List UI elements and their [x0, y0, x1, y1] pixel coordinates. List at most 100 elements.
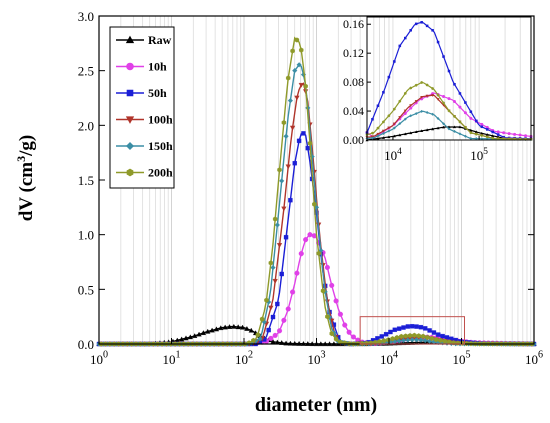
data-point	[425, 128, 429, 132]
data-point	[452, 100, 456, 104]
inset-background	[367, 17, 531, 140]
data-point	[287, 97, 294, 104]
data-point	[447, 69, 451, 73]
data-point	[452, 125, 456, 129]
data-point	[248, 327, 254, 333]
data-point	[285, 306, 291, 312]
data-point	[316, 250, 321, 256]
data-point	[279, 178, 285, 184]
legend-box	[109, 26, 175, 189]
data-point	[283, 133, 289, 139]
data-point	[485, 128, 489, 131]
data-point	[414, 324, 419, 329]
data-point	[383, 332, 389, 337]
legend-item-50h: 50h	[116, 86, 167, 100]
legend-marker	[126, 89, 134, 97]
data-point	[257, 336, 263, 342]
data-point	[187, 334, 194, 340]
data-point	[392, 122, 396, 126]
data-point	[518, 133, 522, 137]
legend-item-150h: 150h	[116, 139, 173, 153]
data-point	[387, 126, 391, 130]
data-point	[259, 316, 265, 322]
data-point	[409, 86, 413, 90]
data-point	[288, 198, 293, 203]
data-point	[312, 201, 317, 207]
y-tick-label: 1.0	[78, 228, 94, 243]
legend-marker	[126, 168, 134, 177]
data-point	[301, 131, 306, 136]
inset-y-tick-label: 0.00	[343, 133, 364, 147]
data-point	[281, 206, 287, 212]
data-point	[414, 100, 418, 103]
legend-label: Raw	[148, 33, 172, 47]
data-point	[447, 97, 451, 101]
data-point	[469, 128, 473, 132]
data-point	[251, 337, 256, 343]
data-point	[268, 305, 274, 311]
data-point	[414, 130, 418, 134]
data-point	[392, 327, 397, 332]
data-point	[272, 332, 278, 338]
data-point	[403, 91, 407, 95]
data-point	[420, 81, 423, 85]
legend-label: 10h	[148, 60, 167, 74]
data-point	[226, 324, 233, 329]
data-point	[283, 235, 289, 240]
data-point	[218, 325, 224, 331]
data-point	[469, 137, 473, 141]
data-point	[480, 122, 484, 126]
legend-item-200h: 200h	[116, 166, 173, 180]
data-point	[386, 337, 391, 343]
inset-region-highlight-box	[359, 316, 466, 345]
data-point	[209, 327, 215, 333]
x-tick-label: 106	[525, 350, 543, 367]
data-point	[458, 132, 462, 136]
data-point	[255, 332, 260, 338]
data-point	[376, 104, 380, 108]
data-point	[377, 338, 382, 345]
data-point	[409, 131, 413, 135]
data-point	[418, 337, 424, 343]
data-point	[346, 329, 352, 335]
data-point	[307, 140, 313, 146]
data-point	[272, 216, 278, 222]
data-point	[403, 111, 407, 115]
data-point	[491, 134, 495, 138]
data-point	[281, 317, 287, 323]
data-point	[469, 131, 473, 135]
x-tick-label: 105	[452, 350, 470, 367]
data-point	[436, 332, 441, 337]
y-tick-label: 3.0	[78, 9, 94, 24]
data-point	[231, 323, 237, 329]
data-point	[458, 105, 462, 109]
data-point	[294, 37, 300, 43]
data-point	[455, 340, 461, 346]
inset-y-tick-label: 0.04	[343, 104, 364, 118]
data-point	[387, 135, 391, 139]
data-point	[394, 335, 400, 341]
data-point	[480, 125, 484, 129]
data-point	[407, 333, 413, 339]
data-point	[268, 335, 274, 341]
data-point	[387, 129, 391, 133]
data-point	[463, 111, 467, 115]
legend-item-raw: Raw	[116, 33, 172, 47]
data-point	[350, 334, 357, 340]
data-point	[371, 131, 374, 135]
data-point	[398, 99, 402, 103]
data-point	[398, 122, 402, 126]
data-point	[266, 327, 271, 333]
data-point	[463, 134, 467, 138]
data-point	[513, 132, 517, 136]
data-point	[235, 324, 241, 330]
data-point	[289, 125, 296, 131]
data-point	[399, 333, 404, 340]
data-point	[324, 264, 330, 271]
data-point	[485, 135, 489, 139]
inset-x-tick-label: 104	[384, 147, 402, 163]
data-point	[475, 132, 478, 136]
legend-item-10h: 10h	[116, 60, 167, 74]
data-point	[414, 83, 418, 87]
data-point	[382, 91, 385, 94]
